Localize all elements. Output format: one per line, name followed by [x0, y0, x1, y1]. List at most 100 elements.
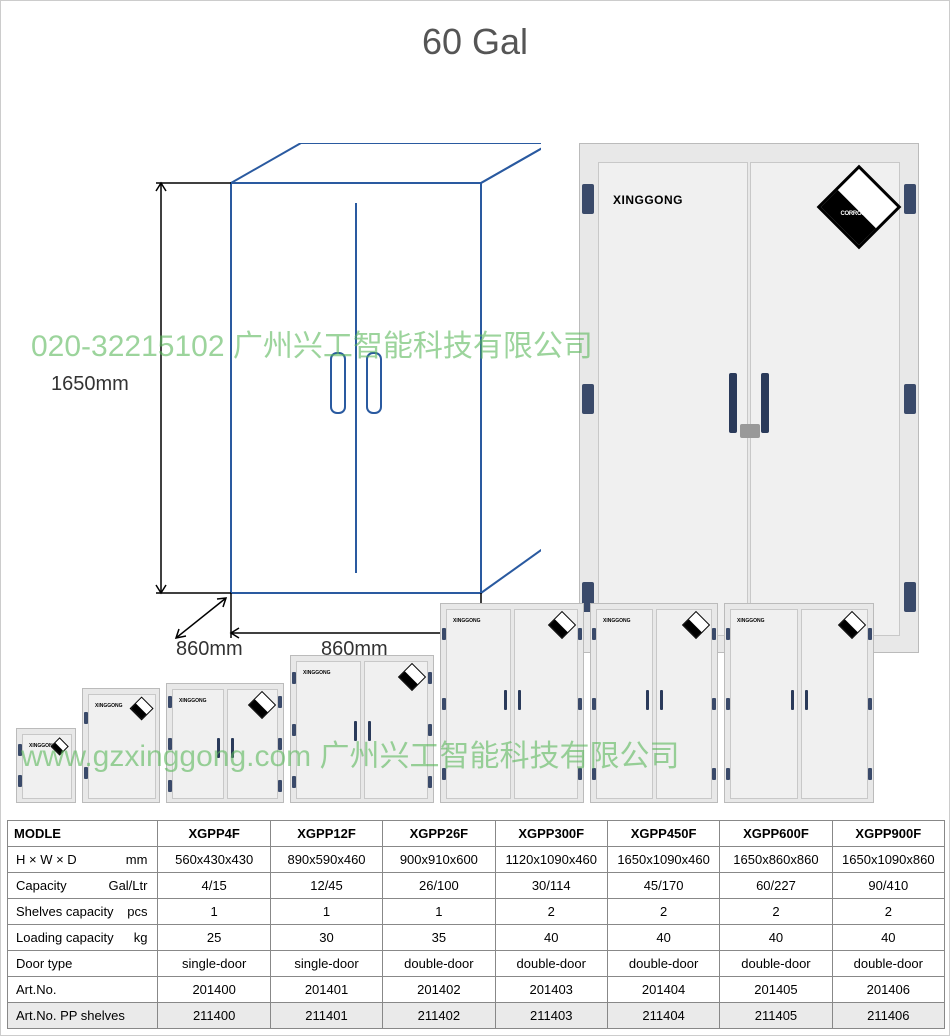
table-cell: 201400: [158, 977, 270, 1003]
lineup-cabinet: XINGGONG: [590, 603, 718, 803]
table-cell: double-door: [495, 951, 607, 977]
table-cell: 2: [495, 899, 607, 925]
table-cell: 30: [270, 925, 382, 951]
product-render-large: XINGGONG CORROSIVES: [579, 143, 919, 653]
table-cell: 25: [158, 925, 270, 951]
table-row-label: Art.No. PP shelves: [8, 1003, 158, 1029]
table-cell: 211404: [607, 1003, 719, 1029]
table-header: XGPP300F: [495, 821, 607, 847]
brand-label: XINGGONG: [603, 618, 631, 624]
table-cell: 2: [720, 899, 832, 925]
table-cell: 900x910x600: [383, 847, 495, 873]
table-row-label: H × W × Dmm: [8, 847, 158, 873]
lineup-cabinet: XINGGONG: [724, 603, 874, 803]
product-lineup: XINGGONG XINGGONG XINGGONG XINGGONG XINGGONG…: [16, 603, 936, 803]
table-cell: 1: [158, 899, 270, 925]
table-cell: double-door: [832, 951, 944, 977]
table-cell: 201404: [607, 977, 719, 1003]
hazard-diamond-icon: [50, 737, 69, 756]
hazard-diamond-icon: [248, 691, 276, 719]
table-cell: 201405: [720, 977, 832, 1003]
door-handle-icon: [729, 373, 737, 433]
table-cell: 60/227: [720, 873, 832, 899]
table-cell: 12/45: [270, 873, 382, 899]
hazard-diamond-icon: [682, 611, 710, 639]
brand-label: XINGGONG: [453, 618, 481, 624]
table-row-label: Loading capacitykg: [8, 925, 158, 951]
table-cell: 211401: [270, 1003, 382, 1029]
table-cell: 211402: [383, 1003, 495, 1029]
table-cell: 201401: [270, 977, 382, 1003]
table-row-label: Shelves capacitypcs: [8, 899, 158, 925]
table-cell: 211406: [832, 1003, 944, 1029]
table-header: XGPP900F: [832, 821, 944, 847]
table-header: XGPP450F: [607, 821, 719, 847]
table-cell: 201406: [832, 977, 944, 1003]
table-cell: single-door: [270, 951, 382, 977]
table-cell: 1650x1090x460: [607, 847, 719, 873]
lineup-cabinet: XINGGONG: [440, 603, 584, 803]
hazard-diamond-icon: [129, 696, 153, 720]
door-handle-icon: [761, 373, 769, 433]
hinge-icon: [904, 384, 916, 414]
table-cell: 1: [270, 899, 382, 925]
table-header: XGPP4F: [158, 821, 270, 847]
table-cell: 1120x1090x460: [495, 847, 607, 873]
table-cell: single-door: [158, 951, 270, 977]
table-header: MODLE: [8, 821, 158, 847]
hazard-diamond-icon: [838, 611, 866, 639]
hazard-diamond-icon: [398, 663, 426, 691]
brand-label: XINGGONG: [613, 193, 683, 207]
table-cell: 90/410: [832, 873, 944, 899]
lineup-cabinet: XINGGONG: [16, 728, 76, 803]
table-cell: 40: [720, 925, 832, 951]
table-cell: 40: [495, 925, 607, 951]
hazard-label: CORROSIVES: [828, 211, 890, 217]
hinge-icon: [582, 184, 594, 214]
table-cell: 1650x1090x860: [832, 847, 944, 873]
hinge-icon: [582, 384, 594, 414]
lineup-cabinet: XINGGONG: [166, 683, 284, 803]
table-row-label: CapacityGal/Ltr: [8, 873, 158, 899]
brand-label: XINGGONG: [303, 670, 331, 676]
dimension-schematic: [101, 143, 541, 683]
table-cell: 201403: [495, 977, 607, 1003]
table-cell: 201402: [383, 977, 495, 1003]
table-cell: 560x430x430: [158, 847, 270, 873]
page-title: 60 Gal: [1, 1, 949, 63]
lineup-cabinet: XINGGONG: [82, 688, 160, 803]
table-cell: 40: [832, 925, 944, 951]
hazard-diamond-icon: [817, 165, 902, 250]
spec-table: MODLEXGPP4FXGPP12FXGPP26FXGPP300FXGPP450…: [7, 820, 945, 1029]
lock-icon: [740, 424, 760, 438]
table-cell: 211400: [158, 1003, 270, 1029]
hazard-diamond-icon: [548, 611, 576, 639]
table-cell: 45/170: [607, 873, 719, 899]
cabinet-door-right: CORROSIVES: [750, 162, 900, 636]
table-cell: 211403: [495, 1003, 607, 1029]
table-header: XGPP26F: [383, 821, 495, 847]
dim-height-label: 1650mm: [51, 373, 129, 396]
table-cell: double-door: [383, 951, 495, 977]
table-cell: 40: [607, 925, 719, 951]
table-row-label: Door type: [8, 951, 158, 977]
table-cell: 4/15: [158, 873, 270, 899]
brand-label: XINGGONG: [737, 618, 765, 624]
hinge-icon: [904, 184, 916, 214]
table-cell: double-door: [607, 951, 719, 977]
table-header: XGPP12F: [270, 821, 382, 847]
brand-label: XINGGONG: [95, 703, 123, 709]
table-cell: 1: [383, 899, 495, 925]
table-cell: 211405: [720, 1003, 832, 1029]
table-cell: 2: [832, 899, 944, 925]
lineup-cabinet: XINGGONG: [290, 655, 434, 803]
table-cell: double-door: [720, 951, 832, 977]
table-cell: 30/114: [495, 873, 607, 899]
brand-label: XINGGONG: [179, 698, 207, 704]
table-cell: 35: [383, 925, 495, 951]
table-cell: 26/100: [383, 873, 495, 899]
table-cell: 1650x860x860: [720, 847, 832, 873]
table-header: XGPP600F: [720, 821, 832, 847]
cabinet-door-left: XINGGONG: [598, 162, 748, 636]
top-section: 1650mm 860mm 860mm XINGGONG CORROSIVES: [1, 63, 949, 623]
